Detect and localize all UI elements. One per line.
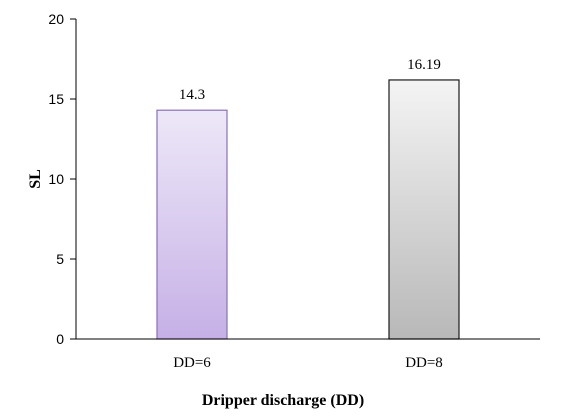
bars-layer [156,79,460,340]
bar-dd-6 [156,109,228,340]
y-tick-label: 15 [48,91,64,107]
y-tick-label: 0 [56,331,64,347]
y-ticks-layer: 0 5 10 15 20 [48,11,76,347]
data-label: 16.19 [407,57,441,73]
x-category-label: DD=8 [405,355,443,371]
bar-dd-8 [388,79,460,340]
y-tick-label: 20 [48,11,64,27]
y-tick-label: 10 [48,171,64,187]
y-axis-title: SL [27,169,44,189]
x-category-label: DD=6 [173,355,211,371]
data-labels-layer: 14.3 16.19 [179,57,441,103]
data-label: 14.3 [179,87,205,103]
x-axis-title: Dripper discharge (DD) [202,392,364,409]
y-tick-label: 5 [56,251,64,267]
x-categories-layer: DD=6 DD=8 [173,355,443,371]
